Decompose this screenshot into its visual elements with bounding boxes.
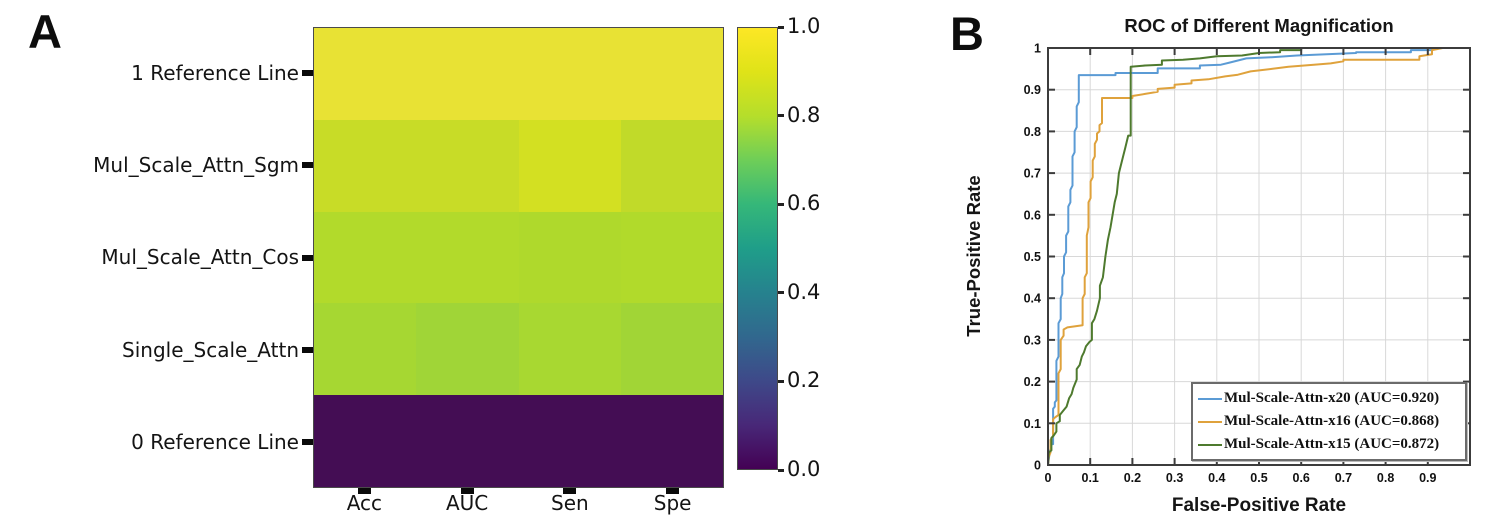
x-tick-mark xyxy=(563,488,577,494)
y-tick-label: 0.2 xyxy=(1024,375,1041,389)
roc-curves xyxy=(1047,47,1470,466)
heatmap-cell xyxy=(416,119,519,212)
heatmap-cell xyxy=(314,211,417,304)
heatmap-row-label: 1 Reference Line xyxy=(131,61,299,86)
roc-curve xyxy=(1047,47,1470,466)
colorbar-tick-mark xyxy=(778,468,784,472)
roc-curve xyxy=(1047,47,1470,466)
heatmap-col-label: Sen xyxy=(551,491,589,515)
colorbar-tick-label: 1.0 xyxy=(787,14,821,38)
roc-tick-labels: 0 0.1 0.2 0.3 0.4 0.5 0.6 0.7 0.8 0.9 0 0.1 0.2 0.3 0.… xyxy=(1024,42,1437,486)
x-tick-label: 0.1 xyxy=(1082,471,1099,485)
heatmap-cell xyxy=(518,119,621,212)
x-tick-label: 0.4 xyxy=(1208,471,1225,485)
heatmap-col-label: Spe xyxy=(653,491,692,515)
x-tick-label: 0.3 xyxy=(1166,471,1183,485)
roc-y-axis-label: True-Positive Rate xyxy=(963,175,984,337)
y-tick-mark xyxy=(302,70,313,77)
heatmap-cell xyxy=(416,211,519,304)
heatmap-cell xyxy=(620,303,723,396)
colorbar-tick-label: 0.2 xyxy=(787,368,821,393)
y-tick-label: 0.3 xyxy=(1024,333,1041,347)
x-tick-label: 0.7 xyxy=(1335,471,1352,485)
legend-item: Mul-Scale-Attn-x16 (AUC=0.868) xyxy=(1198,410,1460,433)
legend-label: Mul-Scale-Attn-x20 (AUC=0.920) xyxy=(1224,390,1440,406)
heatmap-cell xyxy=(620,395,723,487)
heatmap-cell xyxy=(314,119,417,212)
roc-plot: 0 0.1 0.2 0.3 0.4 0.5 0.6 0.7 0.8 0.9 0 0.1 0.2 0.3 0.… xyxy=(1024,42,1471,486)
y-tick-mark xyxy=(302,346,313,353)
roc-tick-marks xyxy=(1048,48,1470,465)
roc-title: ROC of Different Magnification xyxy=(1124,15,1394,36)
heatmap-cell xyxy=(518,303,621,396)
legend-label: Mul-Scale-Attn-x16 (AUC=0.868) xyxy=(1224,413,1440,429)
y-tick-label: 0.9 xyxy=(1024,83,1041,97)
x-tick-mark xyxy=(357,488,371,494)
y-tick-label: 0 xyxy=(1034,459,1041,473)
x-tick-label: 0.9 xyxy=(1419,471,1436,485)
x-tick-mark xyxy=(666,488,680,494)
heatmap-cell xyxy=(620,211,723,304)
roc-x-axis-label: False-Positive Rate xyxy=(1171,495,1347,516)
roc-curve xyxy=(1047,47,1470,466)
heatmap-cell xyxy=(416,303,519,396)
x-tick-mark xyxy=(460,488,474,494)
legend-line-swatch xyxy=(1198,420,1222,423)
x-tick-label: 0 xyxy=(1045,471,1052,485)
heatmap-col-label: AUC xyxy=(445,491,489,515)
heatmap-row-label: Mul_Scale_Attn_Cos xyxy=(101,245,299,270)
colorbar-tick-label: 0.0 xyxy=(787,457,821,481)
colorbar-tick-mark xyxy=(778,202,784,206)
y-tick-mark xyxy=(302,438,313,445)
heatmap-cell xyxy=(620,119,723,212)
legend-item: Mul-Scale-Attn-x20 (AUC=0.920) xyxy=(1198,387,1460,410)
colorbar-tick-mark xyxy=(778,379,784,383)
y-tick-label: 0.7 xyxy=(1024,167,1041,181)
y-tick-mark xyxy=(302,162,313,169)
y-tick-label: 1 xyxy=(1034,42,1041,56)
y-tick-label: 0.5 xyxy=(1024,250,1041,264)
colorbar-tick-label: 0.8 xyxy=(787,102,821,127)
roc-legend: Mul-Scale-Attn-x20 (AUC=0.920) Mul-Scale-… xyxy=(1191,382,1467,461)
heatmap-row-label: Mul_Scale_Attn_Sgm xyxy=(93,153,299,178)
colorbar-tick-label: 0.6 xyxy=(787,191,821,216)
y-tick-label: 0.4 xyxy=(1024,292,1041,306)
y-tick-label: 0.8 xyxy=(1024,125,1041,139)
heatmap xyxy=(313,27,724,488)
colorbar-tick-mark xyxy=(778,25,784,29)
heatmap-cell xyxy=(314,303,417,396)
heatmap-cell xyxy=(518,211,621,304)
legend-line-swatch xyxy=(1198,443,1222,446)
panel-a-letter: A xyxy=(28,5,62,58)
heatmap-col-label: Acc xyxy=(346,491,383,515)
y-tick-mark xyxy=(302,254,313,261)
heatmap-cell xyxy=(518,395,621,487)
heatmap-row-label: Single_Scale_Attn xyxy=(122,337,299,362)
colorbar xyxy=(737,27,778,470)
y-tick-label: 0.1 xyxy=(1024,417,1041,431)
x-tick-label: 0.6 xyxy=(1293,471,1310,485)
heatmap-cell xyxy=(416,28,519,120)
legend-label: Mul-Scale-Attn-x15 (AUC=0.872) xyxy=(1224,436,1440,452)
colorbar-tick-label: 0.4 xyxy=(787,279,821,304)
colorbar-tick-mark xyxy=(778,291,784,295)
panel-b-letter: B xyxy=(950,7,984,60)
legend-line-swatch xyxy=(1198,397,1222,400)
heatmap-cell xyxy=(620,28,723,120)
heatmap-row-label: 0 Reference Line xyxy=(131,429,299,454)
heatmap-cell xyxy=(518,28,621,120)
legend-item: Mul-Scale-Attn-x15 (AUC=0.872) xyxy=(1198,433,1460,456)
x-tick-label: 0.8 xyxy=(1377,471,1394,485)
x-tick-label: 0.2 xyxy=(1124,471,1141,485)
colorbar-tick-mark xyxy=(778,114,784,118)
heatmap-cell xyxy=(314,395,417,487)
heatmap-cell xyxy=(314,28,417,120)
y-tick-label: 0.6 xyxy=(1024,208,1041,222)
x-tick-label: 0.5 xyxy=(1250,471,1267,485)
heatmap-cell xyxy=(416,395,519,487)
